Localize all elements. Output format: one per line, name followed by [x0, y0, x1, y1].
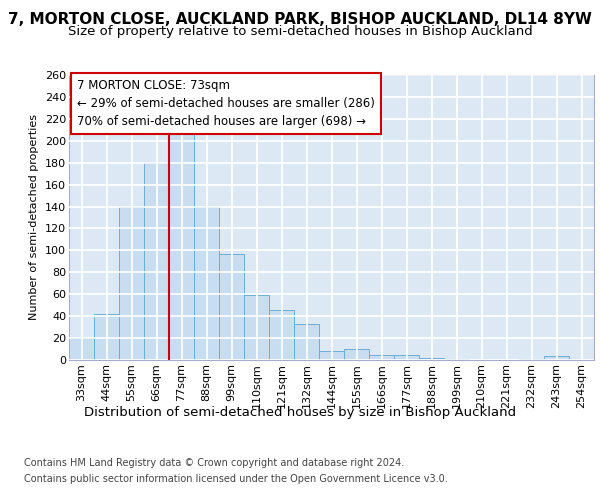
Bar — [194, 206, 219, 360]
Bar — [444, 359, 469, 360]
Bar — [119, 206, 144, 360]
Bar — [269, 310, 294, 360]
Bar — [294, 324, 319, 360]
Bar — [544, 356, 569, 360]
Y-axis label: Number of semi-detached properties: Number of semi-detached properties — [29, 114, 40, 320]
Bar — [94, 314, 119, 360]
Bar — [369, 354, 394, 360]
Text: Distribution of semi-detached houses by size in Bishop Auckland: Distribution of semi-detached houses by … — [84, 406, 516, 419]
Text: Contains HM Land Registry data © Crown copyright and database right 2024.: Contains HM Land Registry data © Crown c… — [24, 458, 404, 468]
Bar — [319, 351, 344, 360]
Bar — [169, 121, 194, 360]
Text: 7 MORTON CLOSE: 73sqm
← 29% of semi-detached houses are smaller (286)
70% of sem: 7 MORTON CLOSE: 73sqm ← 29% of semi-deta… — [77, 80, 375, 128]
Text: 7, MORTON CLOSE, AUCKLAND PARK, BISHOP AUCKLAND, DL14 8YW: 7, MORTON CLOSE, AUCKLAND PARK, BISHOP A… — [8, 12, 592, 28]
Bar — [144, 162, 169, 360]
Bar — [419, 358, 444, 360]
Bar — [519, 359, 544, 360]
Bar — [244, 296, 269, 360]
Bar — [69, 338, 94, 360]
Bar — [394, 354, 419, 360]
Text: Size of property relative to semi-detached houses in Bishop Auckland: Size of property relative to semi-detach… — [68, 25, 532, 38]
Bar — [344, 349, 369, 360]
Text: Contains public sector information licensed under the Open Government Licence v3: Contains public sector information licen… — [24, 474, 448, 484]
Bar — [219, 254, 244, 360]
